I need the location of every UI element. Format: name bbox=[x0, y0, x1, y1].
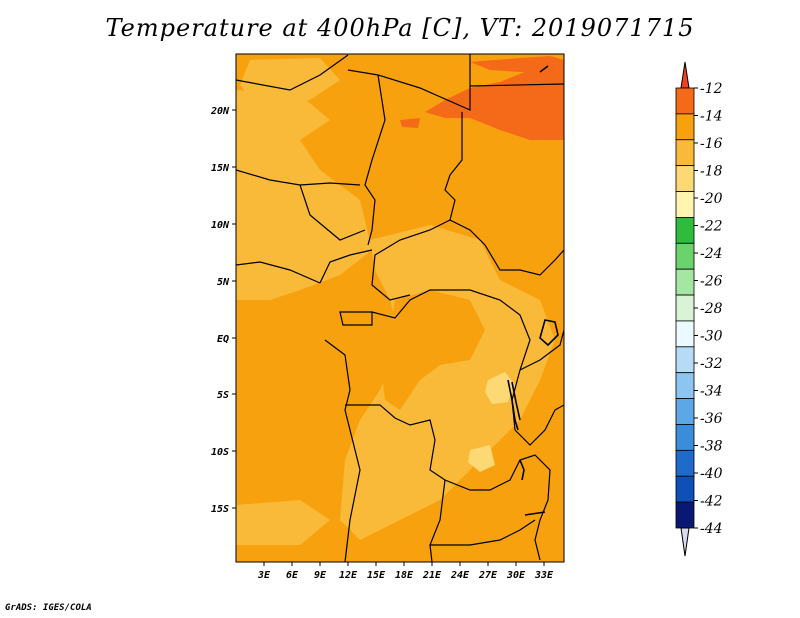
lon-label: 30E bbox=[506, 570, 526, 581]
field-patch-congo bbox=[380, 290, 485, 410]
colorbar-segment bbox=[675, 191, 695, 218]
colorbar-segment bbox=[675, 398, 695, 425]
colorbar-label: -24 bbox=[700, 246, 723, 262]
colorbar-label: -30 bbox=[700, 329, 723, 345]
colorbar-label: -22 bbox=[700, 219, 723, 235]
colorbar-segment bbox=[675, 294, 695, 322]
colorbar-label: -18 bbox=[700, 164, 723, 180]
colorbar-label: -12 bbox=[700, 81, 723, 97]
colorbar-segment bbox=[675, 372, 695, 399]
colorbar-label: -28 bbox=[700, 301, 723, 317]
lon-label: 33E bbox=[534, 570, 554, 581]
colorbar-label: -14 bbox=[700, 109, 723, 125]
colorbar-segment bbox=[675, 217, 695, 244]
colorbar-segment bbox=[675, 113, 695, 141]
colorbar-labels: -12 -14 -16 -18 -20 -22 -24 -26 -28 -30 -32 -34 -36 -… bbox=[694, 81, 723, 537]
colorbar-label: -38 bbox=[700, 439, 723, 455]
lat-axis: 20N 15N 10N 5N EQ 5S 10S 15S bbox=[210, 106, 236, 515]
colorbar-segments bbox=[675, 87, 695, 529]
lon-label: 6E bbox=[286, 570, 299, 581]
colorbar-label: -34 bbox=[700, 384, 723, 400]
chart-title: Temperature at 400hPa [C], VT: 201907171… bbox=[105, 14, 695, 42]
lat-label: 15N bbox=[211, 163, 230, 174]
colorbar-segment bbox=[675, 165, 695, 192]
colorbar-segment bbox=[675, 501, 695, 529]
colorbar-label: -32 bbox=[700, 356, 723, 372]
colorbar-segment bbox=[675, 475, 695, 503]
lat-label: 5N bbox=[217, 277, 230, 288]
lat-label: 20N bbox=[210, 106, 230, 117]
lon-label: 24E bbox=[450, 570, 470, 581]
colorbar-segment bbox=[675, 139, 695, 167]
footer-credit: GrADS: IGES/COLA bbox=[5, 603, 92, 613]
colorbar-top-cap bbox=[680, 61, 690, 89]
field-patch-atlantic bbox=[236, 395, 345, 490]
colorbar-segment bbox=[675, 424, 695, 451]
country-borders bbox=[236, 54, 564, 562]
field-patch-lightest-1 bbox=[485, 372, 515, 404]
lon-label: 18E bbox=[395, 570, 414, 581]
lon-label: 27E bbox=[478, 570, 498, 581]
colorbar-segment bbox=[675, 449, 695, 477]
lon-label: 3E bbox=[257, 570, 271, 581]
lakes bbox=[507, 65, 559, 516]
colorbar-segment bbox=[675, 242, 695, 270]
map-frame bbox=[235, 53, 565, 563]
colorbar-segment bbox=[675, 268, 695, 296]
field-patch-northeast-top bbox=[470, 56, 564, 75]
colorbar-segment bbox=[675, 87, 695, 115]
field-patch-southwest bbox=[236, 500, 330, 545]
colorbar-label: -44 bbox=[700, 521, 723, 537]
colorbar-segment bbox=[675, 320, 695, 348]
lon-label: 21E bbox=[422, 570, 442, 581]
lon-label: 15E bbox=[367, 570, 386, 581]
field-patch-west-africa bbox=[236, 90, 372, 300]
lat-label: 5S bbox=[217, 390, 229, 401]
colorbar: -12 -14 -16 -18 -20 -22 -24 -26 -28 -30 -32 -34 -36 -… bbox=[675, 61, 723, 557]
field-patch-north bbox=[240, 58, 340, 110]
field-patch-central bbox=[340, 225, 555, 540]
colorbar-label: -26 bbox=[700, 274, 723, 290]
lon-label: 12E bbox=[339, 570, 358, 581]
lat-label: 15S bbox=[211, 504, 229, 515]
lat-label: EQ bbox=[217, 334, 229, 345]
lon-label: 9E bbox=[314, 570, 327, 581]
colorbar-label: -42 bbox=[700, 494, 723, 510]
lat-label: 10S bbox=[211, 447, 229, 458]
colorbar-label: -20 bbox=[700, 191, 723, 207]
field-patch-lightest-2 bbox=[468, 445, 495, 472]
colorbar-label: -36 bbox=[700, 411, 723, 427]
colorbar-label: -16 bbox=[700, 136, 723, 152]
lat-label: 10N bbox=[211, 220, 230, 231]
colorbar-label: -40 bbox=[700, 466, 723, 482]
temperature-field bbox=[236, 54, 564, 562]
colorbar-bottom-cap bbox=[680, 527, 690, 557]
lon-axis: 3E 6E 9E 12E 15E 18E 21E 24E 27E 30E 33E bbox=[257, 562, 554, 581]
field-patch-small-warm bbox=[400, 118, 420, 128]
colorbar-segment bbox=[675, 346, 695, 374]
